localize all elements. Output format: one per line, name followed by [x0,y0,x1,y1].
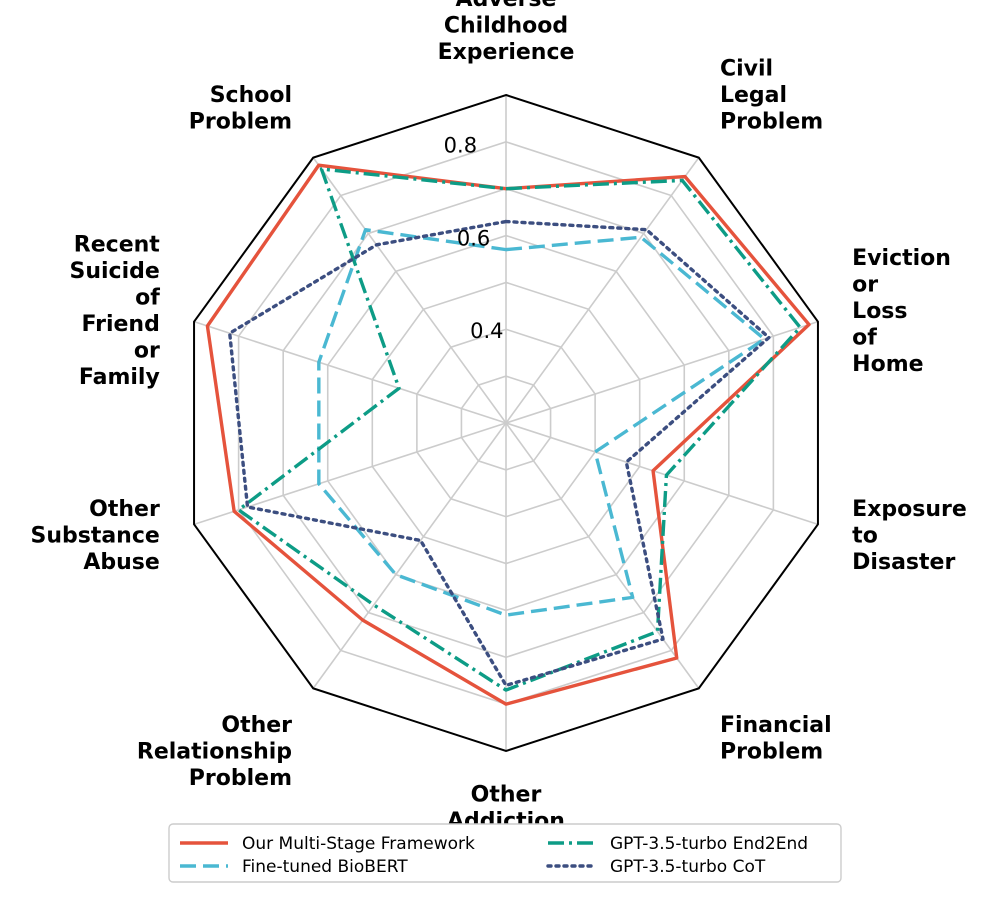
legend-label-3: GPT-3.5-turbo End2End [610,834,808,854]
axis-label-line: Exposure [852,497,967,522]
grid-layer [193,93,819,753]
axis-label-line: Substance [30,524,159,549]
axis-label-line: School [210,83,292,108]
axis-label-line: Civil [720,57,773,82]
r-tick-label: 0.4 [470,319,503,343]
series-line-2 [317,227,767,617]
legend-label-1: Our Multi-Stage Framework [242,834,475,854]
series-layer [205,163,811,706]
axis-label-line: Eviction [852,246,951,271]
grid-spoke [505,157,700,424]
legend-label-4: GPT-3.5-turbo CoT [610,857,766,877]
axis-label-line: Problem [720,739,823,764]
axis-label-line: Home [852,352,923,377]
axis-label-line: Relationship [137,739,292,764]
chart-frame [193,93,819,753]
axis-label-line: Other [221,713,292,738]
legend: Our Multi-Stage Framework Fine-tuned BioB… [168,823,842,883]
axis-label-line: or [134,339,160,364]
axis-label-line: Disaster [852,550,955,575]
grid-spoke [505,422,819,526]
axis-label-line: Financial [720,713,832,738]
axis-label-line: Abuse [83,550,159,575]
series-line-4 [228,219,771,688]
r-tick-label: 0.6 [457,226,490,250]
axis-label-line: Experience [438,40,575,65]
axis-label-line: or [852,272,878,297]
series-line-1 [205,163,811,706]
axis-label-line: Loss [852,299,907,324]
axis-label-line: Family [79,365,160,390]
axis-label-line: Suicide [70,259,160,284]
series-line-3 [236,167,802,692]
r-tick-label: 0.8 [444,134,477,158]
grid-spoke [312,422,507,689]
axis-label-line: Legal [720,83,787,108]
legend-label-2: Fine-tuned BioBERT [242,857,408,877]
grid-spoke [193,320,507,424]
axis-label-layer: AdverseChildhoodExperienceCivilLegalProb… [30,0,966,834]
axis-label-line: Adverse [456,0,557,12]
axis-label-line: Problem [189,110,292,135]
axis-label-line: Other [471,783,542,808]
grid-spoke [505,422,700,689]
grid-spoke [193,422,507,526]
axis-label-line: of [852,325,877,350]
axis-label-line: Recent [74,233,160,258]
axis-label-line: Friend [81,312,159,337]
grid-spoke [312,157,507,424]
tick-label-layer: 0.4 0.6 0.8 [444,134,504,344]
axis-label-line: Problem [720,110,823,135]
axis-label-line: Problem [189,766,292,791]
axis-label-line: Childhood [444,14,568,39]
axis-label-line: Other [89,497,160,522]
axis-label-line: to [852,524,878,549]
axis-label-line: of [135,286,160,311]
legend-box [168,823,842,883]
